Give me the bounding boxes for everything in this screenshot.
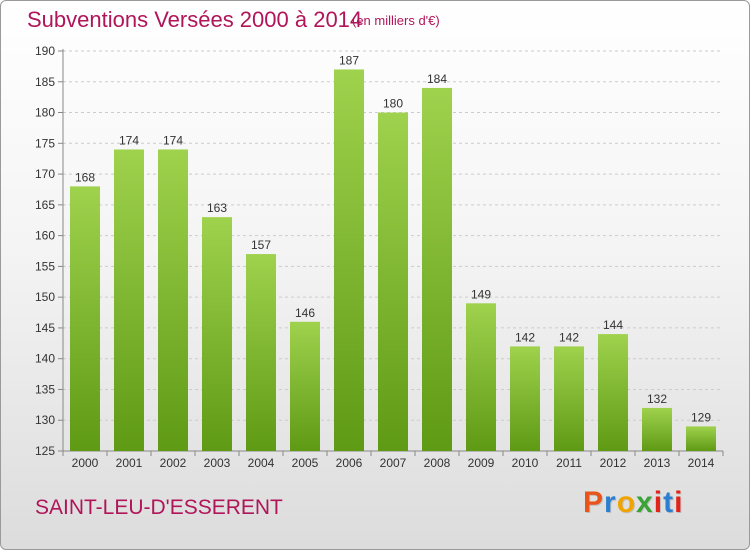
logo-letter: i [674, 486, 684, 519]
x-tick-label-2008: 2008 [424, 456, 451, 470]
y-tick-label: 180 [35, 106, 55, 120]
data-label-2010: 142 [515, 330, 535, 344]
y-tick-label: 130 [35, 413, 55, 427]
proxiti-logo[interactable]: Proxiti [583, 486, 683, 520]
y-tick-label: 140 [35, 352, 55, 366]
data-label-2014: 129 [691, 410, 711, 424]
y-tick-label: 175 [35, 136, 55, 150]
data-label-2008: 184 [427, 72, 447, 86]
x-tick-label-2014: 2014 [688, 456, 715, 470]
bar-2010 [510, 346, 540, 451]
data-label-2009: 149 [471, 287, 491, 301]
data-label-2007: 180 [383, 97, 403, 111]
y-tick-label: 145 [35, 321, 55, 335]
y-tick-label: 170 [35, 167, 55, 181]
data-label-2006: 187 [339, 53, 359, 67]
bars [70, 69, 716, 452]
y-tick-label: 190 [35, 44, 55, 58]
y-tick-label: 165 [35, 198, 55, 212]
y-tick-label: 125 [35, 444, 55, 458]
x-tick-label-2002: 2002 [160, 456, 187, 470]
y-tick-label: 160 [35, 229, 55, 243]
x-tick-label-2013: 2013 [644, 456, 671, 470]
y-tick-label: 150 [35, 290, 55, 304]
data-label-2004: 157 [251, 238, 271, 252]
y-tick-label: 155 [35, 259, 55, 273]
logo-letter: t [663, 486, 675, 519]
data-label-2003: 163 [207, 201, 227, 215]
data-label-2001: 174 [119, 133, 139, 147]
y-tick-label: 135 [35, 382, 55, 396]
x-tick-label-2006: 2006 [336, 456, 363, 470]
bar-2003 [202, 217, 232, 451]
data-label-2012: 144 [603, 318, 623, 332]
x-tick-label-2010: 2010 [512, 456, 539, 470]
chart-subtitle: (en milliers d'€) [352, 13, 440, 28]
data-label-2000: 168 [75, 170, 95, 184]
bar-2002 [158, 149, 188, 451]
x-tick-label-2012: 2012 [600, 456, 627, 470]
x-tick-labels: 2000 2001 2002 2003 2004 2005 2006 2007 2008 2009… [72, 456, 715, 470]
bar-2014 [686, 426, 716, 451]
bar-2004 [246, 254, 276, 451]
y-tick-label: 185 [35, 75, 55, 89]
bar-2007 [378, 112, 408, 452]
chart-title: Subventions Versées 2000 à 2014 [27, 7, 363, 32]
x-tick-label-2003: 2003 [204, 456, 231, 470]
data-label-2013: 132 [647, 392, 667, 406]
bar-2009 [466, 303, 496, 451]
bar-2005 [290, 321, 320, 451]
x-tick-label-2009: 2009 [468, 456, 495, 470]
x-tick-label-2007: 2007 [380, 456, 407, 470]
x-tick-label-2004: 2004 [248, 456, 275, 470]
x-tick-label-2001: 2001 [116, 456, 143, 470]
logo-letter: P [583, 486, 605, 519]
data-labels: 168 174 174 163 157 146 187 180 184 149 142 142 144 1… [75, 53, 711, 424]
bar-2008 [422, 87, 452, 451]
logo-letter: o [616, 486, 637, 519]
x-tick-label-2011: 2011 [556, 456, 582, 470]
bar-2006 [334, 69, 364, 451]
logo-letter: x [636, 486, 654, 519]
x-tick-label-2005: 2005 [292, 456, 319, 470]
data-label-2011: 142 [559, 330, 579, 344]
bar-2012 [598, 334, 628, 451]
y-tick-labels: 125 130 135 140 145 150 155 160 165 170 175 180 185 1… [35, 44, 55, 458]
logo-letter: i [653, 486, 664, 519]
bar-2001 [114, 149, 144, 451]
x-tick-label-2000: 2000 [72, 456, 99, 470]
bar-2000 [70, 186, 100, 451]
data-label-2002: 174 [163, 133, 183, 147]
bar-2013 [642, 407, 672, 451]
logo-letter: r [604, 486, 617, 519]
commune-name: SAINT-LEU-D'ESSERENT [35, 496, 283, 519]
data-label-2005: 146 [295, 306, 315, 320]
bar-2011 [554, 346, 584, 451]
